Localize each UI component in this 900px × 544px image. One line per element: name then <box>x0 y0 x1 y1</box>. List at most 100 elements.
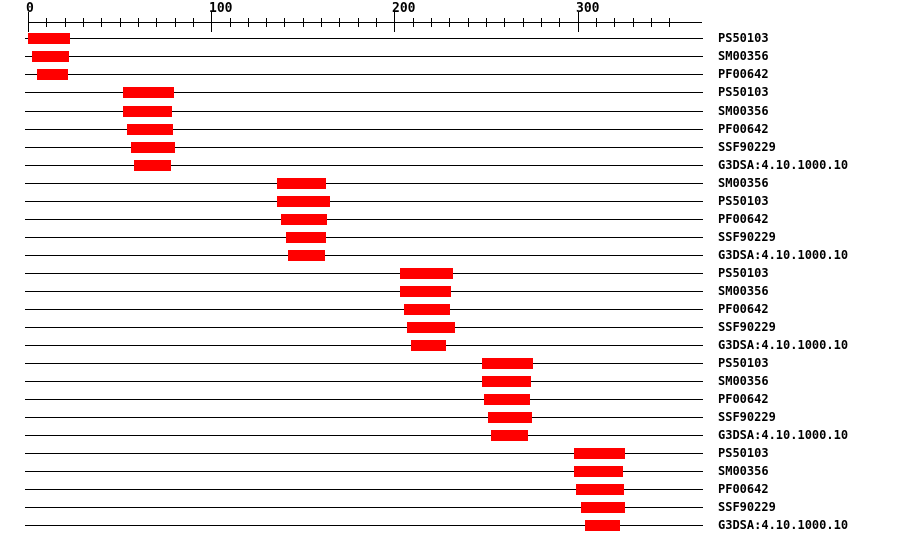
sequence-line <box>25 74 703 75</box>
signature-accession-label[interactable]: PF00642 <box>718 392 769 406</box>
ruler-tick-minor <box>230 18 231 27</box>
domain-bar[interactable] <box>482 358 533 369</box>
ruler-tick-minor <box>339 18 340 27</box>
domain-bar[interactable] <box>400 286 451 297</box>
domain-bar[interactable] <box>288 250 325 261</box>
domain-bar[interactable] <box>484 394 530 405</box>
ruler-tick-major <box>578 12 579 32</box>
sequence-line <box>25 471 703 472</box>
domain-bar[interactable] <box>407 322 455 333</box>
sequence-line <box>25 435 703 436</box>
domain-bar[interactable] <box>404 304 450 315</box>
signature-accession-label[interactable]: SM00356 <box>718 176 769 190</box>
domain-bar[interactable] <box>585 520 620 531</box>
signature-accession-label[interactable]: PS50103 <box>718 446 769 460</box>
signature-accession-label[interactable]: G3DSA:4.10.1000.10 <box>718 518 849 532</box>
ruler-tick-minor <box>669 18 670 27</box>
ruler-tick-minor <box>559 18 560 27</box>
sequence-line <box>25 201 703 202</box>
domain-bar[interactable] <box>131 142 175 153</box>
sequence-line <box>25 183 703 184</box>
domain-bar[interactable] <box>400 268 453 279</box>
signature-accession-label[interactable]: SM00356 <box>718 374 769 388</box>
domain-bar[interactable] <box>488 412 532 423</box>
signature-accession-label[interactable]: SM00356 <box>718 49 769 63</box>
signature-accession-label[interactable]: SSF90229 <box>718 140 776 154</box>
domain-bar[interactable] <box>134 160 171 171</box>
ruler-tick-minor <box>413 18 414 27</box>
sequence-line <box>25 381 703 382</box>
ruler-tick-minor <box>504 18 505 27</box>
ruler-tick-minor <box>541 18 542 27</box>
signature-accession-label[interactable]: SSF90229 <box>718 230 776 244</box>
signature-accession-label[interactable]: PF00642 <box>718 212 769 226</box>
ruler-tick-minor <box>468 18 469 27</box>
sequence-line <box>25 291 703 292</box>
ruler-tick-minor <box>596 18 597 27</box>
ruler-tick-minor <box>284 18 285 27</box>
signature-accession-label[interactable]: SM00356 <box>718 104 769 118</box>
domain-bar[interactable] <box>28 33 70 44</box>
ruler-tick-minor <box>358 18 359 27</box>
signature-accession-label[interactable]: G3DSA:4.10.1000.10 <box>718 158 849 172</box>
sequence-line <box>25 38 703 39</box>
domain-bar[interactable] <box>123 106 172 117</box>
signature-accession-label[interactable]: PS50103 <box>718 85 769 99</box>
sequence-line <box>25 525 703 526</box>
sequence-line <box>25 129 703 130</box>
signature-accession-label[interactable]: PF00642 <box>718 67 769 81</box>
signature-accession-label[interactable]: SM00356 <box>718 464 769 478</box>
signature-accession-label[interactable]: G3DSA:4.10.1000.10 <box>718 338 849 352</box>
signature-accession-label[interactable]: PF00642 <box>718 302 769 316</box>
domain-bar[interactable] <box>277 196 330 207</box>
signature-accession-label[interactable]: PS50103 <box>718 356 769 370</box>
signature-accession-label[interactable]: SSF90229 <box>718 320 776 334</box>
domain-bar[interactable] <box>576 484 624 495</box>
ruler-tick-major <box>394 12 395 32</box>
signature-accession-label[interactable]: G3DSA:4.10.1000.10 <box>718 428 849 442</box>
domain-bar[interactable] <box>286 232 326 243</box>
domain-bar[interactable] <box>574 448 625 459</box>
ruler-tick-minor <box>175 18 176 27</box>
domain-bar[interactable] <box>281 214 327 225</box>
domain-bar[interactable] <box>123 87 174 98</box>
signature-accession-label[interactable]: PS50103 <box>718 31 769 45</box>
sequence-line <box>25 219 703 220</box>
ruler-tick-label: 100 <box>209 1 233 16</box>
ruler-tick-minor <box>486 18 487 27</box>
domain-bar[interactable] <box>127 124 173 135</box>
domain-bar[interactable] <box>277 178 326 189</box>
ruler-tick-minor <box>120 18 121 27</box>
signature-accession-label[interactable]: PS50103 <box>718 266 769 280</box>
signature-accession-label[interactable]: SM00356 <box>718 284 769 298</box>
domain-bar[interactable] <box>411 340 446 351</box>
ruler-tick-minor <box>321 18 322 27</box>
ruler-tick-minor <box>651 18 652 27</box>
ruler-tick-minor <box>65 18 66 27</box>
ruler-tick-minor <box>633 18 634 27</box>
domain-bar[interactable] <box>491 430 528 441</box>
sequence-line <box>25 147 703 148</box>
domain-bar[interactable] <box>581 502 625 513</box>
ruler-tick-minor <box>449 18 450 27</box>
signature-accession-label[interactable]: SSF90229 <box>718 500 776 514</box>
ruler-tick-minor <box>46 18 47 27</box>
domain-bar[interactable] <box>37 69 68 80</box>
domain-bar[interactable] <box>482 376 531 387</box>
signature-accession-label[interactable]: PS50103 <box>718 194 769 208</box>
signature-accession-label[interactable]: PF00642 <box>718 482 769 496</box>
domain-bar[interactable] <box>32 51 69 62</box>
ruler-tick-minor <box>101 18 102 27</box>
ruler-tick-minor <box>303 18 304 27</box>
signature-accession-label[interactable]: PF00642 <box>718 122 769 136</box>
signature-accession-label[interactable]: G3DSA:4.10.1000.10 <box>718 248 849 262</box>
sequence-line <box>25 237 703 238</box>
ruler-tick-minor <box>83 18 84 27</box>
domain-bar[interactable] <box>574 466 623 477</box>
sequence-line <box>25 273 703 274</box>
sequence-line <box>25 345 703 346</box>
signature-accession-label[interactable]: SSF90229 <box>718 410 776 424</box>
sequence-line <box>25 489 703 490</box>
sequence-line <box>25 165 703 166</box>
